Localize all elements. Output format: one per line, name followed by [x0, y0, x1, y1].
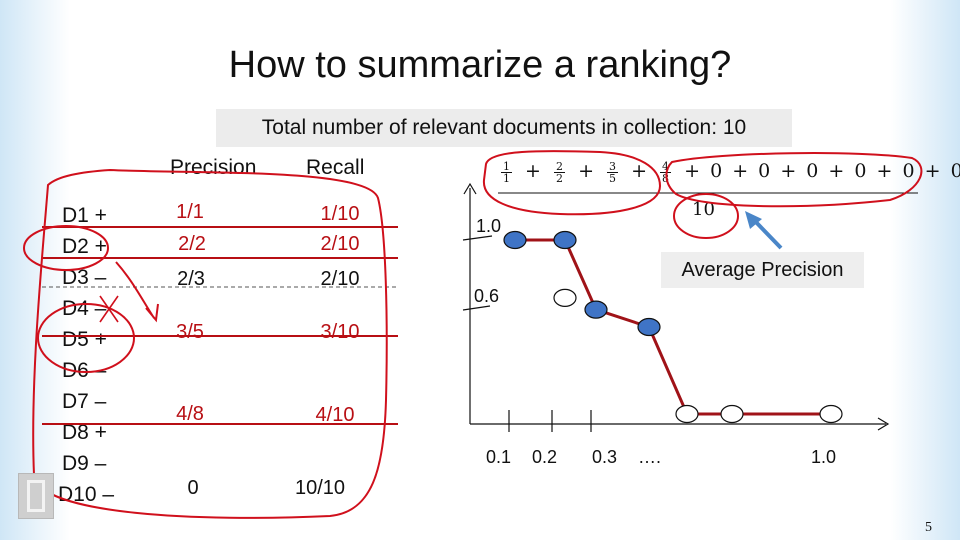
right-edge-decoration	[890, 0, 960, 540]
fraction-numerator: 2	[554, 159, 566, 173]
fraction-denominator: 5	[609, 171, 617, 185]
doc-label-d3: D3 –	[62, 266, 107, 289]
recall-value: 1/10	[320, 203, 360, 225]
slide-title: How to summarize a ranking?	[228, 44, 732, 86]
doc-label-d5: D5 +	[62, 328, 107, 351]
recall-value: 10/10	[294, 477, 346, 499]
plus-sign: +	[732, 160, 749, 182]
page-number: 5	[925, 520, 932, 535]
precision-value: 2/2	[178, 233, 206, 255]
recall-value: 4/10	[315, 404, 355, 426]
fraction-numerator: 4	[660, 159, 672, 173]
d5-annotation-circle	[37, 303, 135, 373]
plus-sign: +	[525, 160, 541, 182]
formula-zero: 0	[902, 160, 915, 182]
formula-zero: 0	[950, 160, 960, 182]
precision-value: 3/5	[176, 321, 204, 343]
doc-label-d2: D2 +	[62, 235, 107, 258]
doc-label-d1: D1 +	[62, 204, 107, 227]
plus-sign: +	[828, 160, 845, 182]
recall-header: Recall	[306, 156, 365, 179]
average-precision-label: Average Precision	[661, 252, 864, 288]
denominator-annotation-circle	[673, 193, 739, 239]
formula-zero: 0	[854, 160, 867, 182]
doc-label-d6: D6 –	[62, 359, 107, 382]
nonrelevant-point	[819, 404, 843, 424]
doc-label-d7: D7 –	[62, 390, 107, 413]
x-tick-label: ….	[638, 447, 662, 467]
precision-value: 0	[187, 477, 199, 499]
university-logo	[18, 473, 54, 519]
fraction-denominator: 2	[556, 171, 564, 185]
recall-value: 2/10	[320, 233, 360, 255]
nonrelevant-point	[720, 404, 744, 424]
x-tick-label: 0.1	[486, 447, 512, 467]
doc-label-d9: D9 –	[62, 452, 107, 475]
annotation-strike	[99, 295, 119, 323]
plus-sign: +	[631, 160, 647, 182]
chart-marks	[503, 230, 843, 424]
relevant-point	[503, 230, 527, 250]
x-tick-label: 1.0	[811, 447, 837, 467]
formula-zero: 0	[758, 160, 771, 182]
formula-annotation-ink	[665, 152, 923, 208]
formula-zero: 0	[710, 160, 723, 182]
nonrelevant-point	[553, 288, 577, 307]
doc-label-d8: D8 +	[62, 421, 107, 444]
y-tick	[462, 305, 491, 311]
x-axis-arrow-icon	[877, 417, 890, 431]
formula-annotation-ink	[482, 150, 662, 216]
y-axis-arrow-icon	[463, 182, 477, 195]
recall-value: 3/10	[320, 321, 360, 343]
fraction-denominator: 1	[503, 171, 510, 185]
fraction-denominator: 8	[662, 171, 670, 185]
annotation-arrow	[115, 261, 159, 323]
precision-value: 1/1	[176, 201, 204, 223]
doc-label-d4: D4 –	[62, 297, 107, 320]
precision-value: 4/8	[176, 403, 204, 425]
y-tick	[462, 235, 493, 241]
precision-line	[515, 238, 831, 416]
blue-arrow-head-icon	[745, 211, 762, 229]
plus-sign: +	[876, 160, 893, 182]
relevant-count-banner: Total number of relevant documents in co…	[216, 109, 792, 147]
nonrelevant-point	[675, 404, 699, 424]
plus-sign: +	[780, 160, 797, 182]
formula-denominator: 10	[692, 199, 715, 220]
x-tick-label: 0.3	[592, 447, 618, 467]
precision-value: 2/3	[177, 268, 205, 290]
fraction-numerator: 1	[501, 159, 512, 173]
relevant-point	[584, 300, 608, 319]
x-tick-label: 0.2	[532, 447, 558, 467]
plus-sign: +	[578, 160, 594, 182]
formula-zero: 0	[806, 160, 819, 182]
doc-label-d10: D10 –	[58, 483, 115, 506]
table-annotation-ink	[32, 168, 388, 519]
d2-annotation-circle	[23, 225, 109, 271]
fraction-numerator: 3	[607, 159, 619, 173]
plus-sign: +	[684, 160, 701, 182]
y-tick-label: 0.6	[474, 286, 500, 306]
y-tick-label: 1.0	[476, 216, 502, 236]
plus-sign: +	[924, 160, 941, 182]
recall-value: 2/10	[320, 268, 360, 290]
relevant-point	[553, 230, 577, 250]
relevant-point	[637, 317, 661, 337]
logo-mark	[27, 480, 45, 512]
